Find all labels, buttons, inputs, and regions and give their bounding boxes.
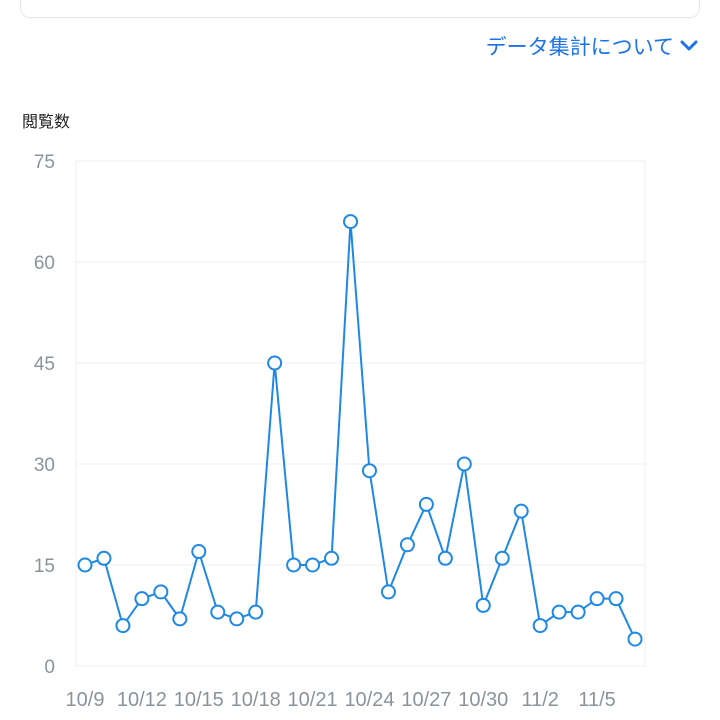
x-tick-label: 10/15 bbox=[174, 689, 224, 711]
y-tick-label: 15 bbox=[34, 556, 55, 577]
x-tick-label: 11/5 bbox=[578, 689, 615, 711]
data-point bbox=[380, 584, 396, 600]
data-point bbox=[570, 604, 586, 620]
data-point bbox=[456, 456, 472, 472]
data-point bbox=[210, 604, 226, 620]
data-point bbox=[343, 214, 359, 230]
data-point bbox=[248, 604, 264, 620]
data-point bbox=[115, 618, 131, 634]
data-aggregation-link-label: データ集計について bbox=[485, 36, 674, 59]
data-point bbox=[361, 463, 377, 479]
data-point bbox=[286, 557, 302, 573]
chevron-down-icon bbox=[680, 40, 698, 51]
chart-title: 閲覧数 bbox=[22, 114, 71, 131]
data-point bbox=[172, 611, 188, 627]
summary-card bbox=[20, 0, 700, 18]
data-point bbox=[437, 550, 453, 566]
x-tick-label: 10/18 bbox=[231, 689, 281, 711]
y-tick-label: 75 bbox=[34, 152, 55, 173]
data-point bbox=[532, 618, 548, 634]
series-line bbox=[84, 220, 636, 640]
data-point bbox=[627, 631, 643, 647]
x-tick-label: 10/21 bbox=[288, 689, 338, 711]
data-point bbox=[77, 557, 93, 573]
data-point bbox=[324, 550, 340, 566]
data-point bbox=[134, 591, 150, 607]
x-tick-label: 11/2 bbox=[521, 689, 558, 711]
data-point bbox=[305, 557, 321, 573]
y-tick-label: 0 bbox=[44, 657, 55, 678]
data-point bbox=[608, 591, 624, 607]
x-tick-label: 10/27 bbox=[401, 689, 451, 711]
data-point bbox=[399, 537, 415, 553]
x-tick-label: 10/24 bbox=[344, 689, 394, 711]
data-point bbox=[96, 550, 112, 566]
y-tick-label: 45 bbox=[34, 354, 55, 375]
data-aggregation-link[interactable]: データ集計について bbox=[486, 32, 698, 60]
data-point bbox=[475, 597, 491, 613]
data-point bbox=[191, 544, 207, 560]
data-point bbox=[267, 355, 283, 371]
data-point bbox=[551, 604, 567, 620]
x-tick-label: 10/12 bbox=[117, 689, 167, 711]
data-point bbox=[153, 584, 169, 600]
data-point bbox=[229, 611, 245, 627]
x-tick-label: 10/30 bbox=[458, 689, 508, 711]
x-tick-label: 10/9 bbox=[66, 689, 105, 711]
data-point bbox=[513, 503, 529, 519]
data-point bbox=[494, 550, 510, 566]
data-point bbox=[589, 591, 605, 607]
data-point bbox=[418, 496, 434, 512]
y-tick-label: 30 bbox=[34, 455, 55, 476]
y-tick-label: 60 bbox=[34, 253, 55, 274]
